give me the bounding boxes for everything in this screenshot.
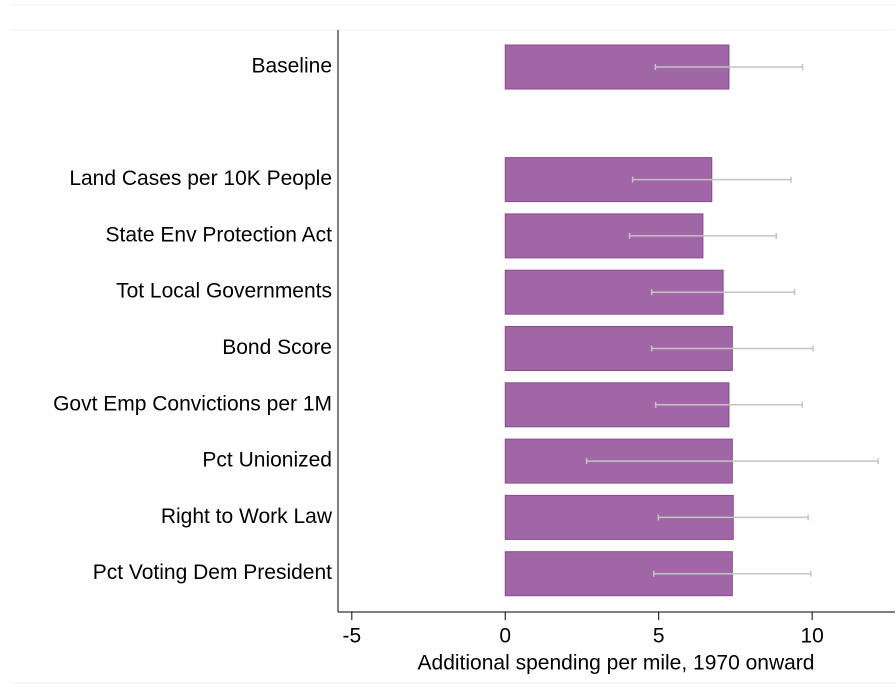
x-tick-label: 0: [499, 625, 511, 648]
y-tick-label: Pct Voting Dem President: [93, 561, 332, 584]
y-tick-label: Tot Local Governments: [116, 280, 332, 303]
x-tick-label: 5: [653, 625, 665, 648]
y-tick-label: State Env Protection Act: [106, 223, 333, 246]
y-tick-label: Pct Unionized: [202, 449, 332, 472]
x-axis-label: Additional spending per mile, 1970 onwar…: [418, 652, 815, 675]
y-tick-label: Bond Score: [222, 336, 332, 359]
y-tick-label: Govt Emp Convictions per 1M: [53, 392, 332, 415]
x-tick-label: -5: [342, 625, 361, 648]
x-tick-label: 10: [800, 625, 823, 648]
y-tick-label: Right to Work Law: [161, 505, 333, 528]
y-tick-label: Land Cases per 10K People: [69, 167, 332, 190]
y-tick-label: Baseline: [251, 55, 332, 78]
